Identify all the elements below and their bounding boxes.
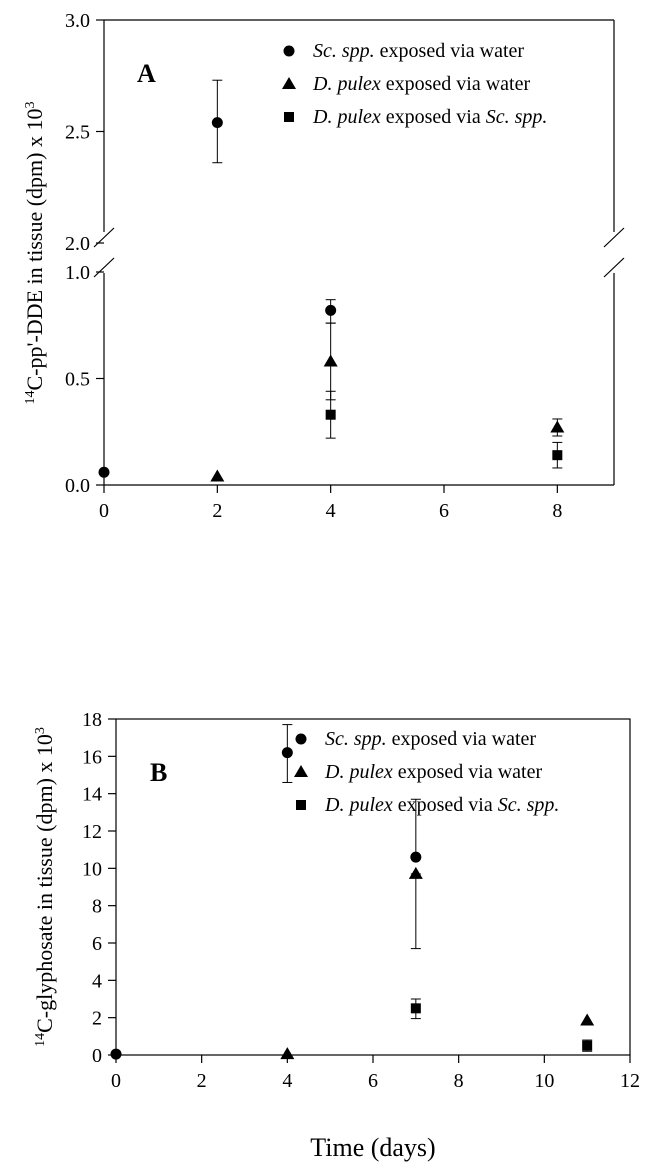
- panel-b-s2-point-2: [408, 866, 423, 879]
- panel-a-s2-point-3: [550, 420, 565, 433]
- panel-a-s1-point-1: [98, 466, 110, 478]
- panel-b-y-title-exp: 3: [33, 727, 48, 734]
- panel-a-legend-label-1: Sc. spp. exposed via water: [313, 40, 524, 62]
- panel-a-legend-rest-3: exposed via: [381, 106, 486, 128]
- panel-b-legend-italic-3: D. pulex: [324, 794, 393, 816]
- panel-b-y-title-main: C-glyphosate in tissue (dpm) x 10: [32, 734, 57, 1033]
- panel-b-x-tick-label-3: 4: [282, 1070, 292, 1092]
- panel-a-s1-point-3: [325, 304, 337, 316]
- panel-a-letter: A: [137, 59, 156, 88]
- panel-a-y-tick-label-5: 2.5: [65, 122, 90, 144]
- panel-a-y-tick-label-1: 0.0: [65, 475, 90, 497]
- panel-a-y-title-exp: 3: [23, 102, 38, 109]
- panel-b-s2-point-3: [580, 1013, 595, 1026]
- panel-a-right-break-1: [603, 227, 625, 248]
- panel-b-x-tick-label-4: 6: [368, 1070, 378, 1092]
- panel-b-s1-point-1: [110, 1048, 122, 1060]
- panel-b-y-tick-label-1: 0: [92, 1045, 102, 1067]
- panel-a-left-break-1: [93, 227, 115, 248]
- panel-b-s1-point-3: [410, 851, 422, 863]
- panel-b-y-tick-label-9: 16: [82, 746, 102, 768]
- panel-a-legend-marker-1: [283, 45, 295, 57]
- panel-a-legend-italic-3: D. pulex: [312, 106, 381, 128]
- panel-a-x-tick-label-2: 2: [212, 500, 222, 522]
- panel-b-y-tick-label-8: 14: [82, 784, 102, 806]
- panel-b-legend-rest-2: exposed via water: [393, 761, 543, 783]
- panel-a-legend-rest-2: exposed via water: [381, 73, 531, 95]
- panel-a-legend-marker-2: [282, 77, 296, 89]
- panel-b-y-tick-label-5: 8: [92, 896, 102, 918]
- panel-b-x-tick-label-1: 0: [111, 1070, 121, 1092]
- panel-a-chart: 0.0 0.5 1.0 2.0 2.5 3.0 0 2 4 6 8 A Sc. spp. exposed…: [22, 10, 625, 522]
- panel-b-y-title-sup: 14: [33, 1033, 48, 1047]
- panel-a-s3-point-2: [552, 450, 563, 461]
- panel-a-legend-italic-1: Sc. spp.: [313, 40, 375, 62]
- panel-b-legend-rest-1: exposed via water: [387, 728, 537, 750]
- panel-a-legend-italic2-3: Sc. spp.: [486, 106, 548, 128]
- panel-a-y-tick-label-4: 2.0: [65, 233, 90, 255]
- panel-b-s1-point-2: [281, 747, 293, 759]
- panel-b-s2-point-1: [280, 1047, 295, 1060]
- panel-a-legend-label-2: D. pulex exposed via water: [312, 73, 530, 95]
- panel-b-legend-italic-1: Sc. spp.: [325, 728, 387, 750]
- panel-a-legend-italic-2: D. pulex: [312, 73, 381, 95]
- panel-a-x-tick-label-1: 0: [99, 500, 109, 522]
- panel-a-x-tick-label-5: 8: [552, 500, 562, 522]
- panel-b-x-tick-label-2: 2: [197, 1070, 207, 1092]
- panel-a-right-break-2: [603, 257, 625, 278]
- panel-b-y-tick-label-6: 10: [82, 858, 102, 880]
- panel-a-y-tick-label-3: 1.0: [65, 262, 90, 284]
- panel-b-legend-marker-3: [296, 800, 306, 810]
- panel-a-y-tick-label-6: 3.0: [65, 10, 90, 32]
- panel-a-legend-rest-1: exposed via water: [375, 40, 525, 62]
- panel-b-x-tick-label-7: 12: [620, 1070, 640, 1092]
- panel-a-y-tick-label-2: 0.5: [65, 369, 90, 391]
- panel-a-left-break-2: [93, 257, 115, 278]
- panel-a-x-tick-label-4: 6: [439, 500, 449, 522]
- panel-b-legend-marker-1: [295, 733, 307, 745]
- panel-b-legend-italic2-3: Sc. spp.: [498, 794, 560, 816]
- panel-a-s2-point-2: [323, 354, 338, 367]
- panel-a-y-title-sup: 14: [23, 391, 38, 405]
- panel-a-y-title-main: C-pp'-DDE in tissue (dpm) x 10: [22, 109, 47, 391]
- panel-b-s2-errorbar-2: [410, 873, 421, 950]
- panel-a-x-tick-label-3: 4: [326, 500, 336, 522]
- panel-b-y-tick-label-2: 2: [92, 1008, 102, 1030]
- panel-a-frame: [93, 19, 625, 486]
- panel-a-legend-label-3: D. pulex exposed via Sc. spp.: [312, 106, 547, 128]
- panel-b-chart: 0 2 4 6 8 10 12 14 16 18 0 2 4 6 8 10 12 B Sc. spp. expose…: [32, 709, 640, 1092]
- panel-b-y-tick-label-4: 6: [92, 933, 102, 955]
- panel-b-x-tick-label-6: 10: [534, 1070, 554, 1092]
- panel-b-letter: B: [150, 758, 167, 787]
- panel-b-y-axis-title: 14C-glyphosate in tissue (dpm) x 103: [32, 727, 57, 1047]
- panel-b-y-tick-label-3: 4: [92, 970, 102, 992]
- panel-b-legend-marker-2: [294, 765, 308, 777]
- panel-b-y-tick-label-10: 18: [82, 709, 102, 731]
- panel-b-s3-point-1: [410, 1003, 421, 1014]
- panel-b-legend-label-1: Sc. spp. exposed via water: [325, 728, 536, 750]
- panel-a-s3-point-1: [325, 409, 336, 420]
- panel-b-legend-label-2: D. pulex exposed via water: [324, 761, 542, 783]
- panel-b-x-tick-label-5: 8: [454, 1070, 464, 1092]
- panel-a-legend-marker-3: [284, 112, 294, 122]
- panel-a-s2-point-1: [210, 469, 225, 482]
- panel-b-legend-label-3: D. pulex exposed via Sc. spp.: [324, 794, 559, 816]
- panel-b-y-tick-label-7: 12: [82, 821, 102, 843]
- panel-a-y-axis-title: 14C-pp'-DDE in tissue (dpm) x 103: [22, 102, 47, 405]
- panel-b-s3-point-2: [582, 1040, 593, 1051]
- panel-a-s1-point-2: [211, 117, 223, 129]
- panel-b-legend-rest-3: exposed via: [393, 794, 498, 816]
- x-axis-title: Time (days): [310, 1133, 435, 1162]
- panel-b-legend-italic-2: D. pulex: [324, 761, 393, 783]
